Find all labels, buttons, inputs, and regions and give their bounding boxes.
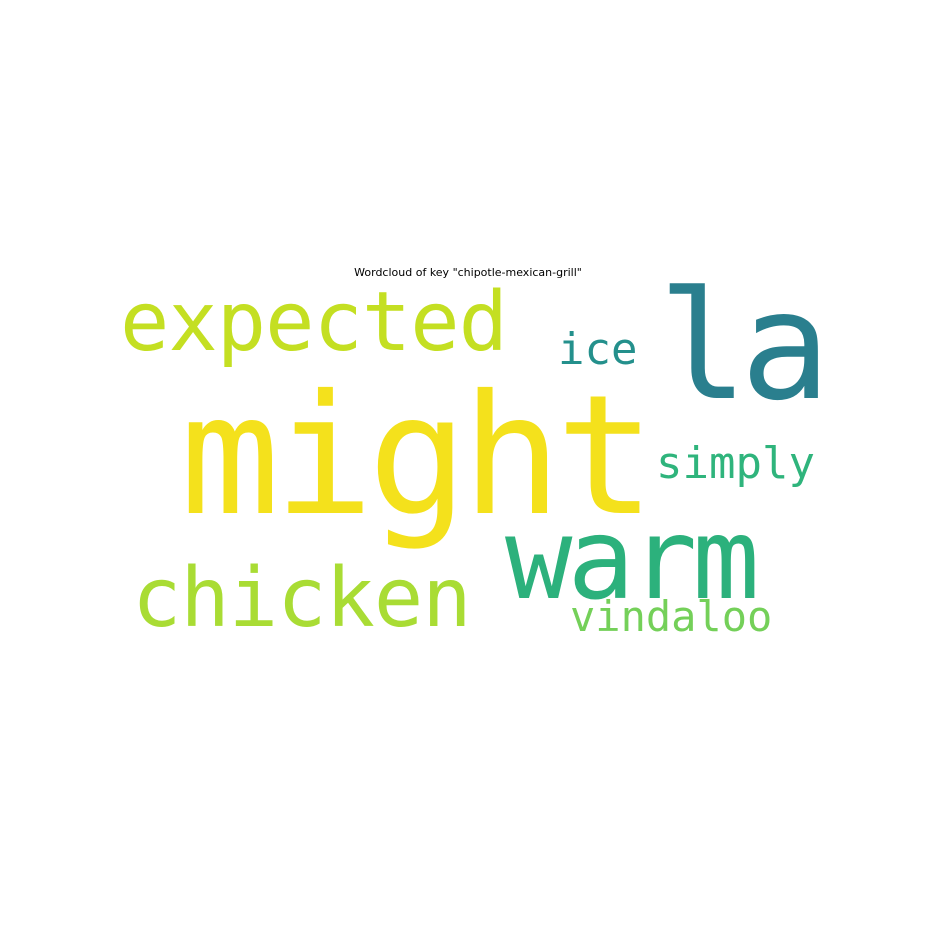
word-la: la	[658, 260, 831, 434]
word-expected: expected	[120, 275, 508, 370]
chart-title: Wordcloud of key "chipotle-mexican-grill…	[354, 266, 582, 279]
word-chicken: chicken	[132, 551, 472, 646]
word-might: might	[180, 360, 656, 553]
word-warm: warm	[505, 495, 760, 625]
word-simply: simply	[656, 438, 815, 489]
word-vindaloo: vindaloo	[570, 592, 773, 641]
word-ice: ice	[558, 324, 638, 375]
